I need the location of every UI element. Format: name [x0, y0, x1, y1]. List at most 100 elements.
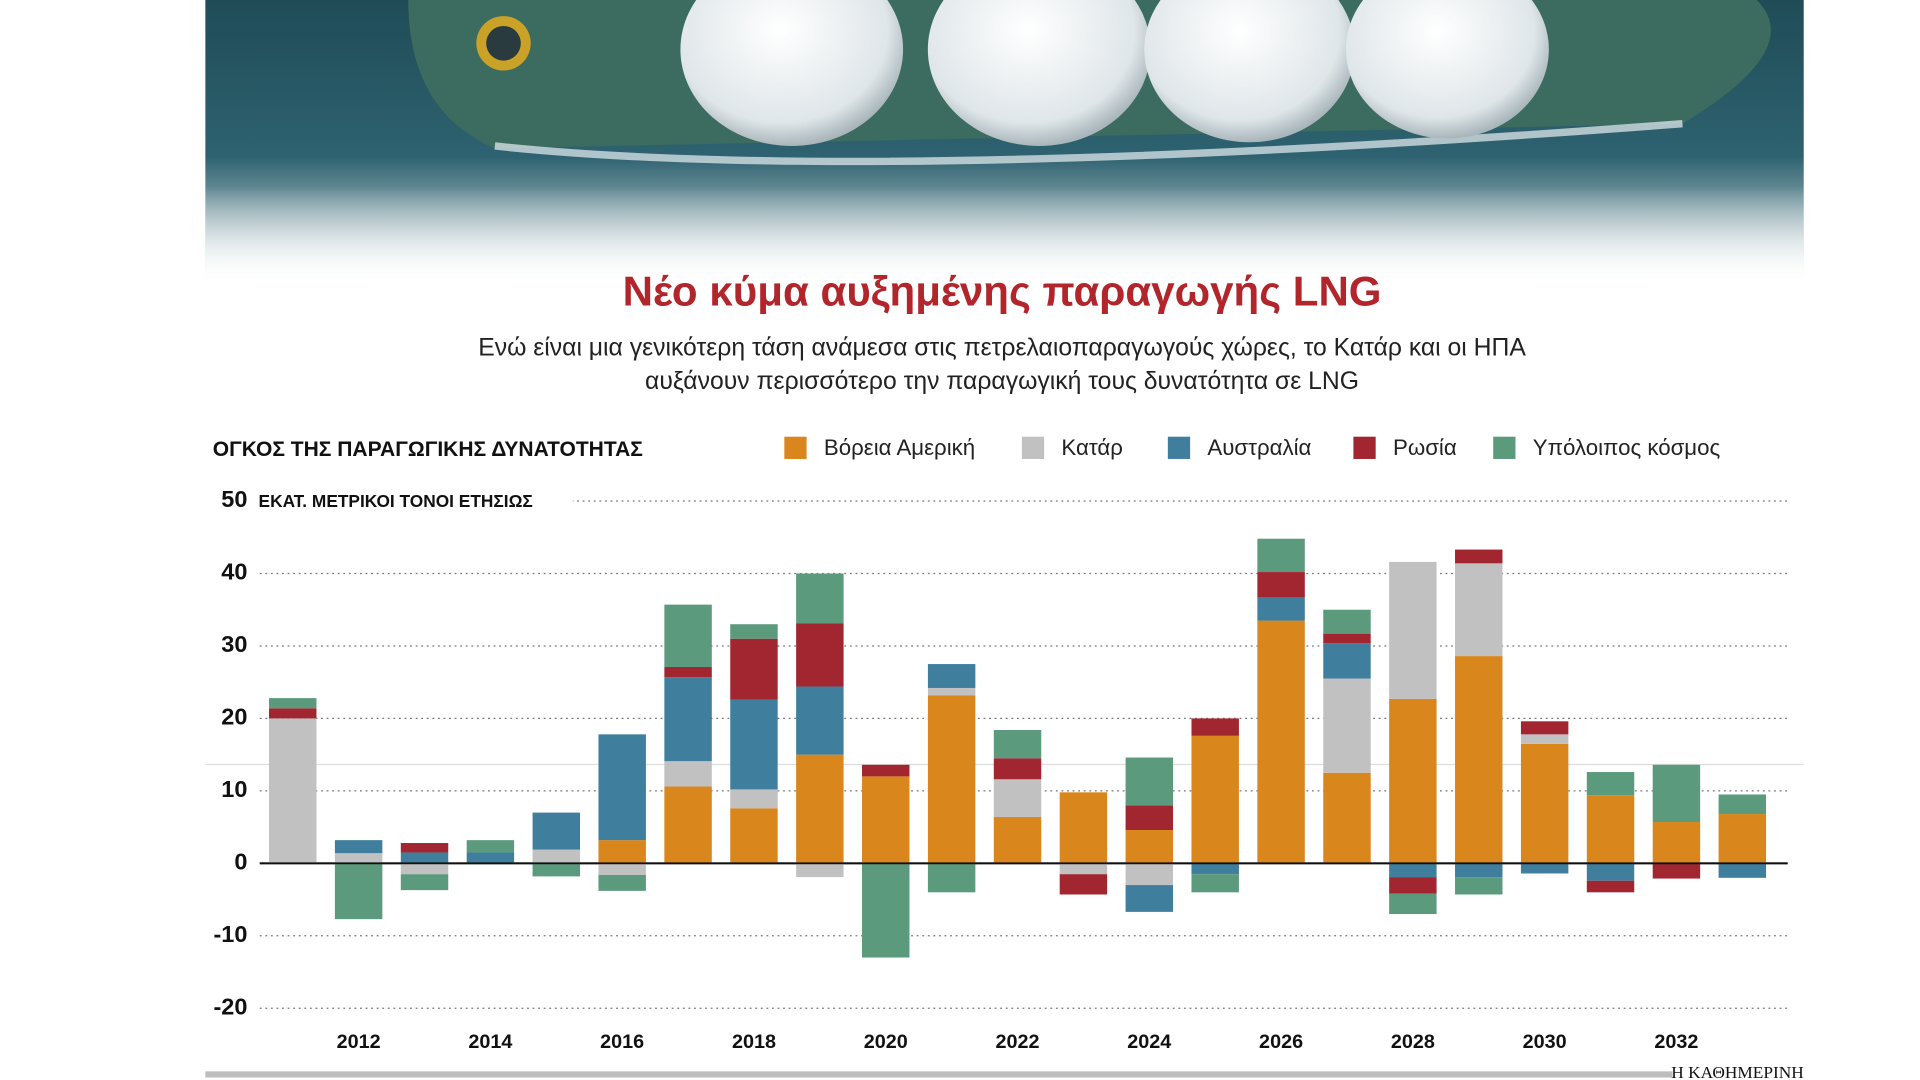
legend-swatch — [784, 436, 807, 459]
y-tick-label: -10 — [213, 921, 247, 947]
bar-segment — [730, 638, 778, 700]
bar-segment — [993, 779, 1042, 817]
y-tick-label: 30 — [221, 631, 247, 657]
bar-segment — [796, 686, 844, 755]
bar-segment — [664, 786, 712, 864]
bar-segment — [1191, 718, 1239, 736]
bar-segment — [1125, 863, 1174, 886]
bar-segment — [927, 687, 976, 696]
bar-segment — [1323, 643, 1371, 679]
bar-segment — [1389, 877, 1437, 894]
bar-segment — [334, 840, 383, 854]
bar-segment — [1586, 795, 1635, 864]
legend-title: ΟΓΚΟΣ ΤΗΣ ΠΑΡΑΓΩΓΙΚΗΣ ΔΥΝΑΤΟΤΗΤΑΣ — [213, 438, 643, 461]
bar-segment — [1455, 549, 1503, 564]
bar-segment — [796, 754, 844, 864]
x-tick-label: 2032 — [1654, 1031, 1698, 1053]
x-tick-label: 2018 — [732, 1031, 776, 1053]
y-tick-label: 40 — [221, 559, 247, 585]
bar-segment — [664, 677, 712, 762]
bar-segment — [664, 761, 712, 787]
bar-segment — [400, 863, 449, 875]
bar-segment — [466, 852, 515, 864]
ylabel-backing — [253, 487, 573, 515]
bar-segment — [532, 812, 581, 850]
bar-segment — [796, 623, 844, 687]
bar-segment — [334, 863, 383, 920]
bar-segment — [1323, 678, 1371, 773]
bar-segment — [1257, 620, 1305, 864]
bar-segment — [532, 849, 581, 864]
bar-segment — [1125, 757, 1174, 806]
bar-segment — [796, 863, 844, 878]
bar-segment — [1520, 863, 1569, 874]
legend-label: Ρωσία — [1393, 435, 1457, 460]
bar-segment — [269, 698, 317, 709]
bar-segment — [993, 730, 1042, 759]
header-image — [205, 0, 1804, 285]
bar-segment — [1652, 822, 1701, 864]
bar-segment — [532, 863, 581, 877]
bar-segment — [1323, 772, 1371, 864]
legend-swatch — [1493, 436, 1516, 459]
bar-segment — [1125, 829, 1174, 864]
x-tick-label: 2014 — [468, 1031, 512, 1053]
bar-segment — [1389, 561, 1437, 699]
bar-segment — [1586, 772, 1635, 796]
bar-segment — [796, 573, 844, 624]
bar-segment — [1389, 863, 1437, 878]
chart-title: Νέο κύμα αυξημένης παραγωγής LNG — [623, 268, 1382, 315]
bar-segment — [598, 863, 646, 875]
bar-segment — [993, 816, 1042, 864]
bar-segment — [269, 718, 317, 864]
bar-segment — [862, 764, 910, 777]
bar-segment — [927, 863, 976, 893]
bar-segment — [1125, 885, 1174, 912]
bar-segment — [1586, 880, 1635, 893]
bar-segment — [269, 708, 317, 719]
bar-segment — [993, 758, 1042, 780]
x-tick-label: 2030 — [1523, 1031, 1567, 1053]
bar-segment — [334, 853, 383, 864]
bar-segment — [1455, 863, 1503, 878]
bar-segment — [664, 666, 712, 678]
bar-segment — [1455, 563, 1503, 657]
y-axis-label: ΕΚΑΤ. ΜΕΤΡΙΚΟΙ ΤΟΝΟΙ ΕΤΗΣΙΩΣ — [259, 491, 533, 511]
legend-label: Υπόλοιπος κόσμος — [1533, 435, 1721, 460]
bar-segment — [1718, 863, 1767, 878]
y-tick-label: 10 — [221, 776, 247, 802]
bar-segment — [1125, 805, 1174, 830]
bar-segment — [730, 808, 778, 864]
y-tick-label: -20 — [213, 993, 247, 1019]
x-tick-label: 2022 — [996, 1031, 1040, 1053]
y-tick-label: 50 — [221, 486, 247, 512]
bar-segment — [598, 874, 646, 891]
bar-segment — [730, 789, 778, 809]
bar-segment — [1652, 764, 1701, 823]
x-tick-label: 2024 — [1127, 1031, 1171, 1053]
bar-segment — [1059, 792, 1108, 864]
bar-segment — [1718, 814, 1767, 864]
x-tick-label: 2020 — [864, 1031, 908, 1053]
bar-segment — [1191, 735, 1239, 864]
subtitle-line: αυξάνουν περισσότερο την παραγωγική τους… — [645, 368, 1359, 395]
bar-segment — [1652, 863, 1701, 879]
bar-segment — [1323, 609, 1371, 634]
bar-segment — [730, 624, 778, 639]
bar-segment — [1191, 874, 1239, 893]
bar-segment — [1520, 734, 1569, 744]
x-tick-label: 2012 — [337, 1031, 381, 1053]
legend-swatch — [1353, 436, 1376, 459]
bar-segment — [1257, 572, 1305, 598]
legend-label: Αυστραλία — [1207, 435, 1311, 460]
bar-segment — [862, 776, 910, 864]
bar-segment — [862, 863, 910, 958]
legend-label: Βόρεια Αμερική — [824, 435, 975, 460]
bar-segment — [1586, 863, 1635, 881]
bar-segment — [1059, 863, 1108, 875]
bar-segment — [1718, 794, 1767, 815]
y-tick-label: 0 — [234, 849, 247, 875]
bar-segment — [664, 604, 712, 667]
bar-segment — [1520, 743, 1569, 864]
